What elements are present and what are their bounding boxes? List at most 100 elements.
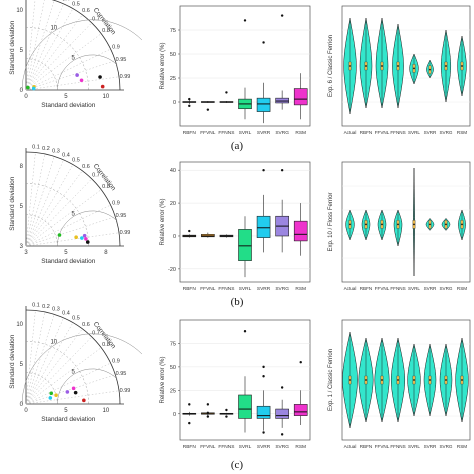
x-tick-label: 5 (64, 250, 68, 256)
correlation-tick-label: 0.9 (112, 358, 120, 364)
correlation-tick-label: 0.2 (42, 146, 50, 152)
correlation-ray (25, 8, 74, 91)
correlation-ray (25, 311, 45, 405)
box-svrr (256, 97, 271, 112)
x-tick-label: SVRG (275, 286, 289, 292)
x-tick-label: FFNNS (218, 444, 234, 450)
correlation-tick-label: 0.99 (120, 388, 131, 394)
correlation-tick-label: 0.4 (62, 310, 70, 316)
model-point (82, 233, 87, 238)
y-tick-label: 5 (20, 204, 24, 210)
violin-median (397, 223, 399, 226)
correlation-ray (25, 204, 111, 247)
y-tick-label: 75 (170, 341, 176, 347)
x-axis-label: Standard deviation (41, 416, 96, 423)
x-tick-label: FFNNS (390, 130, 405, 135)
violin-median (445, 379, 447, 381)
correlation-ray (25, 317, 64, 405)
x-tick-label: RSM (295, 130, 306, 136)
x-tick-label: SVRR (257, 286, 271, 292)
correlation-tick-label: 0.4 (62, 152, 70, 158)
outlier-point (299, 360, 302, 364)
model-point (31, 86, 36, 91)
correlation-tick-label: 0.9 (112, 200, 120, 206)
y-axis-label: Exp. 6 / Classic Ferrion (328, 35, 334, 97)
model-point (73, 390, 78, 395)
rms-label: 10 (50, 25, 57, 31)
y-tick-label: 50 (170, 365, 176, 371)
x-tick-label: FFVNL (200, 286, 216, 292)
violin-median (429, 379, 431, 381)
rms-label: 5 (72, 56, 76, 62)
correlation-tick-label: 0.8 (102, 342, 110, 348)
rms-label: 10 (50, 339, 57, 345)
x-tick-label: 8 (104, 250, 108, 256)
box-plot: 0 25 50 75 Relative error (%) RBFN FFVNL FFNNS S… (160, 319, 311, 450)
rms-arc (57, 368, 118, 405)
model-point (57, 233, 62, 237)
correlation-ray (25, 0, 36, 91)
y-tick-label: 0 (20, 88, 24, 94)
model-point (26, 85, 30, 90)
outlier-point (225, 408, 228, 412)
outlier-point (206, 403, 210, 406)
x-tick-label: SVRR (257, 444, 271, 450)
model-point (84, 237, 88, 241)
rms-arc (57, 54, 118, 91)
model-point (54, 393, 58, 398)
outlier-point (188, 97, 191, 101)
rms-arc (21, 333, 143, 405)
outer-arc (25, 309, 121, 405)
correlation-ray (25, 153, 45, 247)
correlation-tick-label: 0.4 (62, 0, 70, 2)
outlier-point (280, 14, 284, 17)
correlation-ray (25, 328, 83, 405)
x-tick-label: FFNNS (390, 286, 405, 291)
model-point (85, 240, 90, 244)
violin-median (445, 65, 447, 67)
x-tick-label: FFVNL (200, 444, 216, 450)
x-tick-label: SVRG (275, 444, 289, 450)
x-tick-label: 5 (64, 94, 68, 100)
correlation-ray (25, 314, 55, 405)
outer-arc (25, 151, 121, 247)
correlation-ray (25, 33, 102, 91)
outlier-point (262, 375, 265, 378)
x-tick-label: FFNNS (218, 286, 234, 292)
correlation-ray (25, 159, 64, 247)
violin-median (397, 65, 399, 67)
sd-arc (25, 58, 58, 91)
x-tick-label: 5 (64, 408, 68, 414)
x-tick-label: Actual (344, 130, 357, 135)
outlier-point (280, 386, 284, 389)
outlier-point (262, 431, 265, 434)
y-tick-label: 0 (173, 100, 176, 106)
model-point (74, 235, 78, 240)
outlier-point (188, 229, 191, 233)
x-tick-label: FFVNL (375, 444, 390, 449)
x-tick-label: RBFN (360, 444, 373, 449)
y-axis-label: Exp. 10 / Floss Ferrior (328, 192, 334, 251)
violin-median (365, 379, 367, 381)
sd-arc (25, 341, 89, 405)
outlier-point (188, 421, 191, 425)
box-svrl (238, 229, 252, 261)
outlier-point (262, 41, 265, 44)
y-axis-label: Relative error (%) (160, 42, 166, 89)
box-plot: 0 25 50 75 Relative error (%) RBFN FFVNL FFNNS S… (160, 5, 311, 136)
x-tick-label: SVRR (424, 444, 437, 449)
x-tick-label: SVRR (424, 130, 437, 135)
y-tick-label: 5 (20, 362, 24, 368)
x-tick-label: SVRL (408, 444, 420, 449)
x-tick-label: SVRL (239, 286, 252, 292)
x-tick-label: FFVNL (375, 130, 390, 135)
x-tick-label: RSM (457, 444, 467, 449)
x-tick-label: SVRG (275, 130, 289, 136)
y-axis-label: Exp. 1 / Classic Ferrion (328, 349, 334, 411)
correlation-ray (25, 189, 102, 247)
box-svrr (256, 405, 271, 419)
y-tick-label: 0 (173, 412, 176, 418)
x-tick-label: 0 (24, 408, 28, 414)
